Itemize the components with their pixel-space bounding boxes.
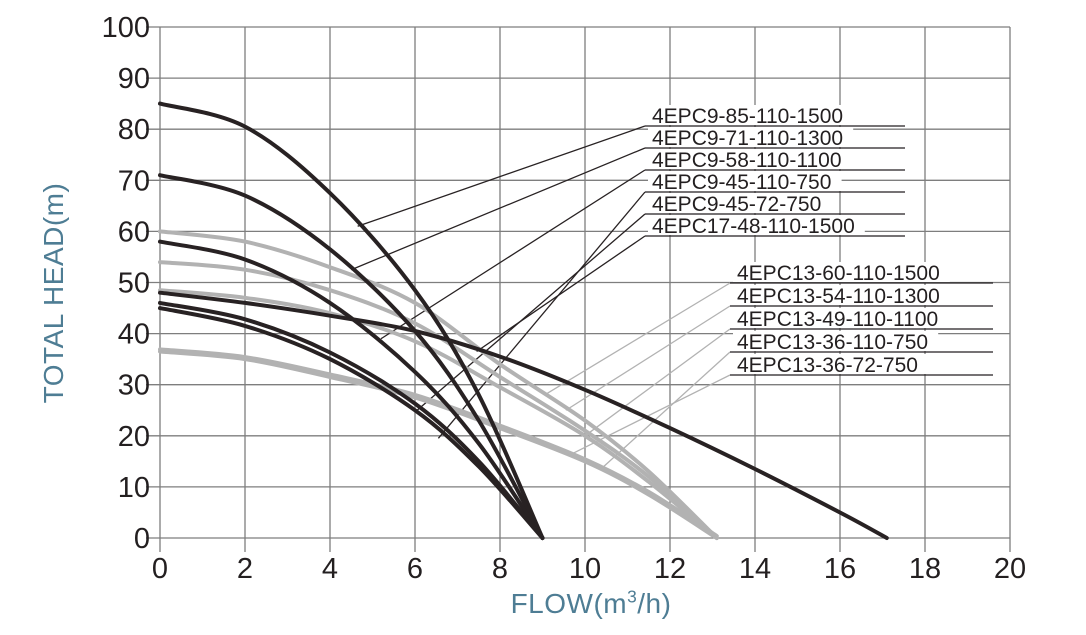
leader-line-4EPC9-58-110-1100 [380,169,646,340]
y-tick-label-20: 20 [118,421,150,453]
y-tick-label-40: 40 [118,319,150,351]
curve-label-4EPC13-49-110-1100: 4EPC13-49-110-1100 [737,308,938,331]
y-axis-title: TOTAL HEAD(m) [38,183,70,404]
curve-label-4EPC9-58-110-1100: 4EPC9-58-110-1100 [652,149,842,172]
x-axis-title-sup: 3 [627,586,638,607]
curve-4EPC13-36-110-750 [158,349,719,540]
curve-label-4EPC13-60-110-1500: 4EPC13-60-110-1500 [737,262,940,285]
x-axis-title: FLOW(m3/h) [511,588,672,620]
y-tick-label-0: 0 [134,523,150,555]
curve-label-mask-4EPC9-45-110-750 [648,171,842,191]
curve-label-4EPC9-45-110-750: 4EPC9-45-110-750 [652,171,831,194]
curve-4EPC9-45-110-750 [158,306,545,540]
x-tick-label-10: 10 [569,553,601,585]
curve-4EPC9-45-72-750 [158,300,545,540]
leader-line-4EPC13-49-110-1100 [584,328,731,437]
curve-4EPC13-36-72-750 [158,347,719,538]
y-tick-label-80: 80 [118,114,150,146]
x-tick-label-0: 0 [152,553,168,585]
curve-label-4EPC9-85-110-1500: 4EPC9-85-110-1500 [652,105,843,128]
leader-line-4EPC9-45-72-750 [416,213,646,411]
x-tick-label-8: 8 [492,553,508,585]
curve-label-mask-4EPC13-60-110-1500 [733,262,950,282]
x-axis-title-post: /h) [637,588,672,619]
curve-label-mask-4EPC9-45-72-750 [648,193,830,213]
leader-line-4EPC13-54-110-1300 [565,305,731,411]
leader-line-4EPC17-48-110-1500 [476,235,646,353]
x-tick-label-4: 4 [322,553,338,585]
curve-label-mask-4EPC13-54-110-1300 [733,285,950,305]
curve-4EPC13-60-110-1500 [158,229,719,540]
x-tick-label-6: 6 [407,553,423,585]
curve-4EPC17-48-110-1500 [158,290,889,540]
curve-label-mask-4EPC9-71-110-1300 [648,127,854,147]
x-tick-label-12: 12 [654,553,686,585]
curve-label-4EPC13-36-110-750: 4EPC13-36-110-750 [737,331,928,354]
curve-4EPC9-71-110-1300 [158,173,545,540]
curve-label-mask-4EPC9-85-110-1500 [648,105,854,125]
curve-label-mask-4EPC13-36-110-750 [733,331,939,351]
x-axis-title-pre: FLOW(m [510,588,628,619]
curve-4EPC13-49-110-1100 [158,288,719,540]
x-tick-label-16: 16 [824,553,856,585]
leader-line-4EPC9-85-110-1500 [357,125,646,227]
y-tick-label-90: 90 [118,63,150,95]
curve-label-4EPC13-54-110-1300: 4EPC13-54-110-1300 [737,285,940,308]
curve-4EPC9-85-110-1500 [158,101,545,540]
curve-label-4EPC9-71-110-1300: 4EPC9-71-110-1300 [652,127,843,150]
y-tick-label-100: 100 [102,12,150,44]
curve-label-mask-4EPC17-48-110-1500 [648,215,865,235]
y-tick-label-30: 30 [118,370,150,402]
curve-label-mask-4EPC13-49-110-1100 [733,308,950,328]
curve-4EPC9-58-110-1100 [158,239,545,540]
y-tick-label-50: 50 [118,268,150,300]
x-tick-label-2: 2 [237,553,253,585]
y-tick-label-70: 70 [118,165,150,197]
curve-label-4EPC17-48-110-1500: 4EPC17-48-110-1500 [652,215,855,238]
curve-label-mask-4EPC9-58-110-1100 [648,149,854,169]
curve-4EPC13-54-110-1300 [158,260,719,540]
x-tick-label-18: 18 [909,553,941,585]
leader-line-4EPC13-60-110-1500 [544,282,731,396]
y-axis-title-text: TOTAL HEAD(m) [38,182,69,404]
curve-label-4EPC13-36-72-750: 4EPC13-36-72-750 [737,354,918,377]
leader-line-4EPC9-45-110-750 [437,191,646,439]
x-tick-label-14: 14 [739,553,771,585]
leader-line-4EPC9-71-110-1300 [351,147,646,271]
curve-label-mask-4EPC13-36-72-750 [733,354,927,374]
curve-label-4EPC9-45-72-750: 4EPC9-45-72-750 [652,193,821,216]
x-tick-label-20: 20 [994,553,1026,585]
y-tick-label-60: 60 [118,216,150,248]
y-tick-label-10: 10 [118,472,150,504]
